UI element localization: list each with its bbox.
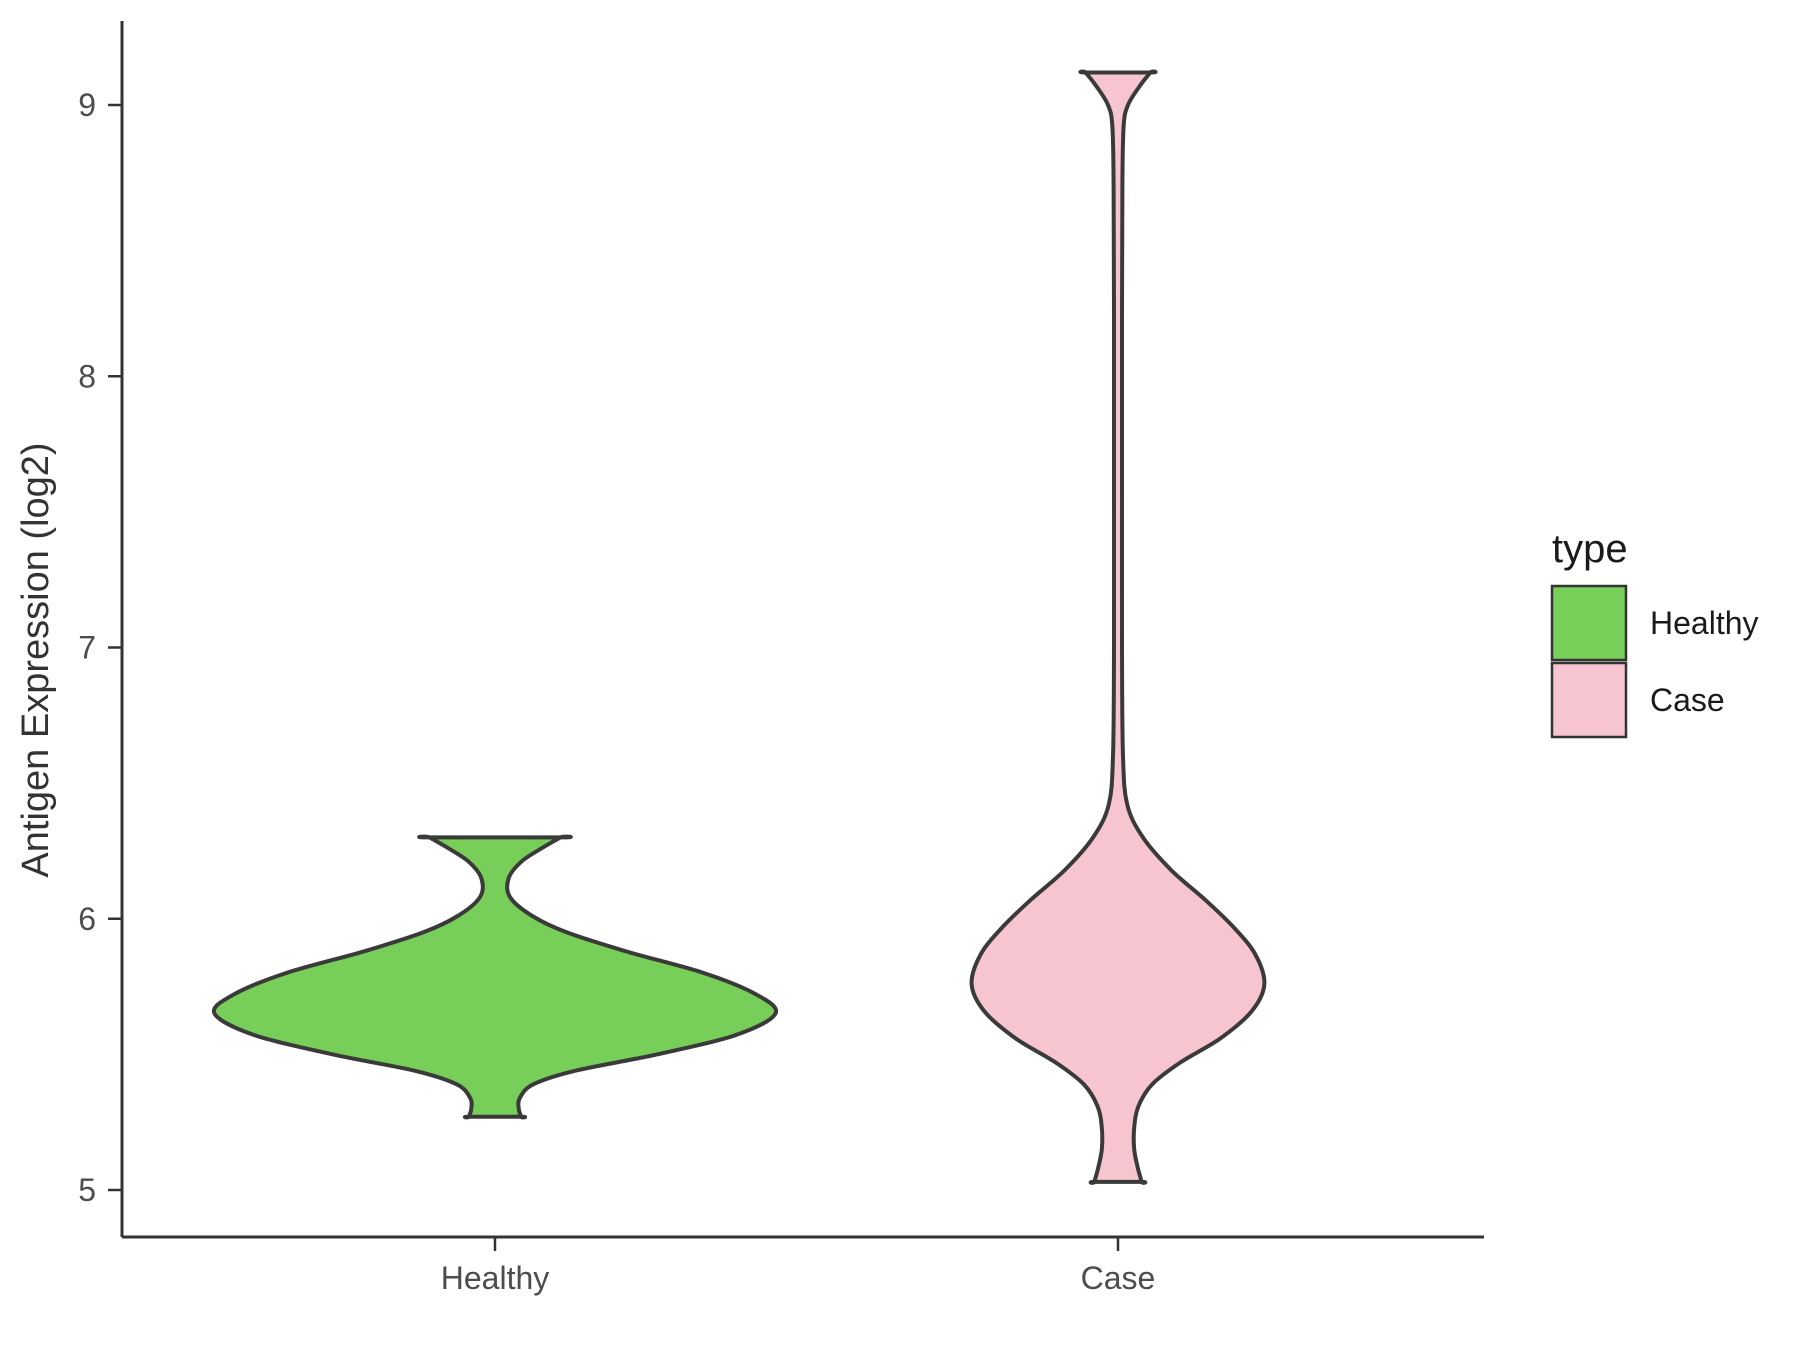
legend-key-healthy bbox=[1550, 584, 1628, 662]
y-axis-title: Antigen Expression (log2) bbox=[15, 442, 57, 877]
plot-dynamic-layer: 5 6 7 8 9 Healthy Case Healthy Case bbox=[78, 21, 1759, 1296]
legend-label-case: Case bbox=[1650, 682, 1725, 718]
y-tick-label: 6 bbox=[78, 901, 96, 937]
violin-healthy bbox=[211, 834, 779, 1120]
legend-label-healthy: Healthy bbox=[1650, 605, 1759, 641]
legend-key-case bbox=[1550, 661, 1628, 739]
y-tick-label: 5 bbox=[78, 1172, 96, 1208]
legend-title: type bbox=[1552, 527, 1628, 571]
y-tick-label: 8 bbox=[78, 358, 96, 394]
y-tick-label: 9 bbox=[78, 87, 96, 123]
y-tick-label: 7 bbox=[78, 630, 96, 666]
x-category-label: Healthy bbox=[441, 1260, 550, 1296]
violin-case bbox=[969, 69, 1267, 1185]
x-category-label: Case bbox=[1081, 1260, 1156, 1296]
